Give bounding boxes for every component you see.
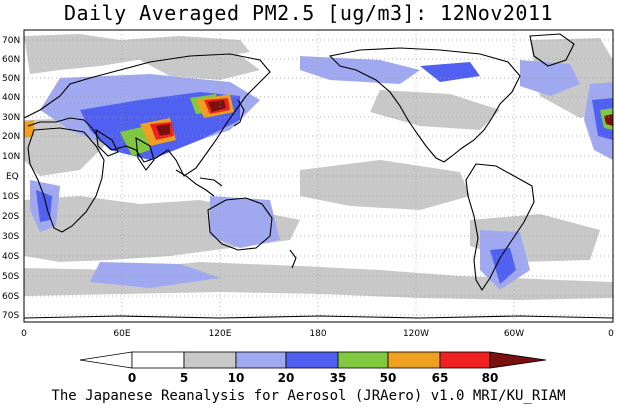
colorbar-bin <box>439 351 491 369</box>
pm25-darkred-region <box>604 114 613 126</box>
lon-label: 60E <box>113 329 130 339</box>
pm25-grey-region <box>140 44 260 80</box>
pm25-lightblue-region <box>520 60 580 96</box>
pm25-blue-region <box>490 248 516 284</box>
lat-label: 10S <box>2 192 19 202</box>
colorbar-bin <box>337 351 389 369</box>
pm25-blue-region <box>36 190 52 222</box>
colorbar-label: 10 <box>228 371 245 385</box>
pm25-lightblue-region <box>300 56 420 84</box>
lon-label: 120W <box>403 329 429 339</box>
pm25-grey-region <box>300 160 470 210</box>
lat-label: 30N <box>2 113 20 123</box>
colorbar-bin <box>183 351 237 369</box>
pm25-blue-region <box>420 62 480 82</box>
pm25-darkred-region <box>208 100 226 112</box>
lon-label: 60W <box>504 329 524 339</box>
map-title: Daily Averaged PM2.5 [ug/m3]: 12Nov2011 <box>63 1 554 25</box>
lat-label: 40S <box>2 252 19 262</box>
colorbar-label: 80 <box>482 371 499 385</box>
pm25-lightblue-region <box>90 262 220 288</box>
lat-label: 40N <box>2 93 20 103</box>
lat-label: EQ <box>6 172 19 182</box>
pm25-darkred-region <box>156 124 170 136</box>
colorbar-bin <box>387 351 441 369</box>
colorbar-bin <box>235 351 287 369</box>
colorbar-label: 65 <box>432 371 449 385</box>
lat-label: 30S <box>2 232 19 242</box>
coastlines <box>23 33 614 319</box>
lon-label: 180 <box>309 329 326 339</box>
pm25-field <box>24 34 613 300</box>
pm25-green-region <box>120 126 150 156</box>
colorbar-label: 50 <box>380 371 397 385</box>
lon-label: 0 <box>608 329 614 339</box>
colorbar-label: 20 <box>278 371 295 385</box>
lat-label: 60N <box>2 55 20 65</box>
colorbar: 0 5 10 20 35 50 65 80 <box>79 351 547 385</box>
colorbar-label: 35 <box>330 371 347 385</box>
lon-label: 0 <box>21 329 27 339</box>
longitude-labels: 0 60E 120E 180 120W 60W 0 <box>21 329 614 339</box>
lat-label: 70N <box>2 36 20 46</box>
lat-label: 20S <box>2 212 19 222</box>
footer-credit: The Japanese Reanalysis for Aerosol (JRA… <box>51 388 566 404</box>
colorbar-arrow-high <box>489 351 547 369</box>
latitude-labels: 70N 60N 50N 40N 30N 20N 10N EQ 10S 20S 3… <box>2 36 20 321</box>
graticule <box>24 30 613 322</box>
lat-label: 70S <box>2 311 19 321</box>
lat-label: 20N <box>2 132 20 142</box>
lon-label: 120E <box>209 329 232 339</box>
colorbar-bin <box>285 351 339 369</box>
lat-label: 10N <box>2 152 20 162</box>
colorbar-bin <box>131 351 185 369</box>
pm25-lightblue-region <box>210 196 280 248</box>
pm25-grey-region <box>370 90 500 130</box>
colorbar-label: 0 <box>128 371 136 385</box>
colorbar-label: 5 <box>180 371 188 385</box>
lat-label: 50S <box>2 272 19 282</box>
colorbar-arrow-low <box>79 351 133 369</box>
map-frame <box>23 29 614 323</box>
pm25-grey-region <box>24 34 250 74</box>
lat-label: 60S <box>2 292 19 302</box>
lat-label: 50N <box>2 74 20 84</box>
